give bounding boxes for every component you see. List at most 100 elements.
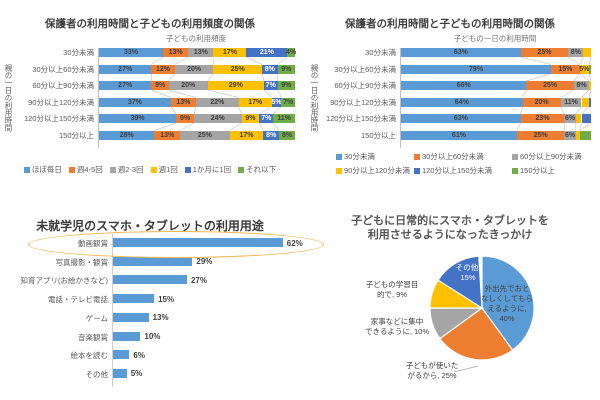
bar-segment <box>589 81 591 90</box>
bar-segment <box>581 114 591 123</box>
segment-value-label: 23% <box>535 115 550 122</box>
bar-segment <box>401 48 521 57</box>
bar-segment <box>99 97 171 107</box>
category-label: 30分以上60分未満 <box>334 64 396 74</box>
category-label: 電話・テレビ電話 <box>48 295 108 305</box>
bar-segment <box>263 130 280 140</box>
plot-area: 33% 13% 13% 17% 21% 4% 27% 12% 20% 25% 8% 9% 27% 9% 20… <box>98 48 296 148</box>
bar-segment <box>522 97 561 107</box>
bar-segment <box>551 64 580 74</box>
segment-value-label: 27% <box>118 65 133 73</box>
segment-value-label: 27% <box>118 82 133 89</box>
category-label: 120分以上150分未満 <box>325 114 396 123</box>
bar-segment <box>281 97 295 107</box>
pie-plot <box>429 255 535 373</box>
bar-segment <box>213 64 262 74</box>
plot-area: 動画観賞 62% 写真撮影・観賞 29% 知育アプリ(お絵かきなど) 27% 電話・テレビ電… <box>0 238 303 393</box>
bar-segment <box>560 97 582 107</box>
value-label: 27% <box>190 275 207 285</box>
value-axis-line <box>112 234 113 387</box>
pie-label: 家事などに集中 できるように, 10% <box>364 317 430 336</box>
legend-label: それ以下 <box>246 165 277 174</box>
x-axis-title: 子どもの一日の利用時間 <box>453 34 537 43</box>
pie-label: 外出先でおと なしくしてもら えるように, 40% <box>481 284 533 323</box>
segment-value-label: 12% <box>156 65 171 73</box>
legend-swatch-icon <box>414 167 420 174</box>
segment-value-label: 17% <box>222 49 237 56</box>
chart-title: 未就学児のスマホ・タブレットの利用用途 <box>36 218 264 233</box>
bar-segment <box>241 114 260 123</box>
bar-segment <box>154 130 181 140</box>
segment-value-label: 13% <box>160 131 175 139</box>
category-label: 60分以上90分未満 <box>334 81 396 90</box>
bar-segment <box>188 48 214 57</box>
segment-value-label: 9% <box>281 65 292 73</box>
legend-label: 30分以上60分未満 <box>422 152 484 161</box>
bar-segment <box>575 130 580 140</box>
category-label: 120分以上150分未満 <box>23 114 94 123</box>
pie-label: その他, 15% <box>455 263 481 282</box>
series-connector-lines <box>151 56 288 131</box>
legend-swatch-icon <box>184 166 191 173</box>
bar <box>113 275 187 285</box>
bar-segment <box>151 64 175 74</box>
segment-value-label: 21% <box>259 49 274 56</box>
legend-item: 週4-5回 <box>68 164 103 175</box>
segment-value-label: 8% <box>282 131 293 139</box>
category-label: 30分以上60分未満 <box>32 64 94 74</box>
category-label: 60分以上90分未満 <box>32 81 94 90</box>
bar <box>113 256 193 266</box>
value-label: 10% <box>144 332 161 341</box>
value-label: 13% <box>152 313 169 323</box>
bar-segment <box>271 97 282 107</box>
segment-value-label: 13% <box>193 49 208 56</box>
legend-item: 120分以上150分未満 <box>414 165 512 176</box>
bar-segment <box>401 130 517 140</box>
category-label: 150分以上 <box>360 130 396 140</box>
category-label: その他 <box>85 369 109 379</box>
segment-value-label: 6% <box>565 115 576 122</box>
segment-value-label: 61% <box>451 131 466 139</box>
legend-item: ほぼ毎日 <box>23 164 62 175</box>
bar <box>113 331 141 341</box>
segment-value-label: 25% <box>533 131 548 139</box>
category-label: 写真撮影・観賞 <box>55 257 109 267</box>
bar <box>113 294 155 304</box>
segment-value-label: 20% <box>181 82 196 89</box>
segment-value-label: 25% <box>537 49 552 56</box>
legend-item: 150分以上 <box>512 165 600 176</box>
segment-value-label: 37% <box>127 98 142 106</box>
legend-label: 90分以上120分未満 <box>344 166 410 175</box>
bar-segment <box>259 114 274 123</box>
bar-segment <box>516 130 565 140</box>
segment-value-label: 9% <box>245 115 256 122</box>
segment-value-label: 25% <box>543 82 558 89</box>
bar-segment <box>564 130 576 140</box>
value-label: 15% <box>158 294 175 304</box>
legend: 30分未満 30分以上60分未満 60分以上90分未満 90分以上120分未満 … <box>336 151 600 176</box>
segment-value-label: 17% <box>248 98 263 106</box>
bar-segment <box>163 48 189 57</box>
legend-item: 90分以上120分未満 <box>336 165 414 176</box>
category-label: 150分以上 <box>58 130 94 140</box>
category-label: 90分以上120分未満 <box>330 97 396 107</box>
bar-segment <box>174 64 214 74</box>
segment-value-label: 5% <box>579 65 590 73</box>
segment-value-label: 8% <box>576 82 587 89</box>
bar-segment <box>520 48 569 57</box>
legend-swatch-icon <box>512 153 518 160</box>
legend-item: 週2-3回 <box>109 164 144 175</box>
bar-segment <box>279 130 295 140</box>
category-label: 30分未満 <box>365 48 396 57</box>
bar-segment <box>581 97 590 107</box>
value-label: 29% <box>196 257 213 267</box>
legend-label: 60分以上90分未満 <box>520 152 582 161</box>
segment-value-label: 20% <box>187 65 202 73</box>
bar-segment <box>564 114 576 123</box>
category-label: 絵本を読む <box>70 351 109 361</box>
segment-value-label: 25% <box>197 131 212 139</box>
bar-segment <box>583 48 591 57</box>
pie-slice <box>437 255 483 310</box>
bar-segment <box>238 97 272 107</box>
